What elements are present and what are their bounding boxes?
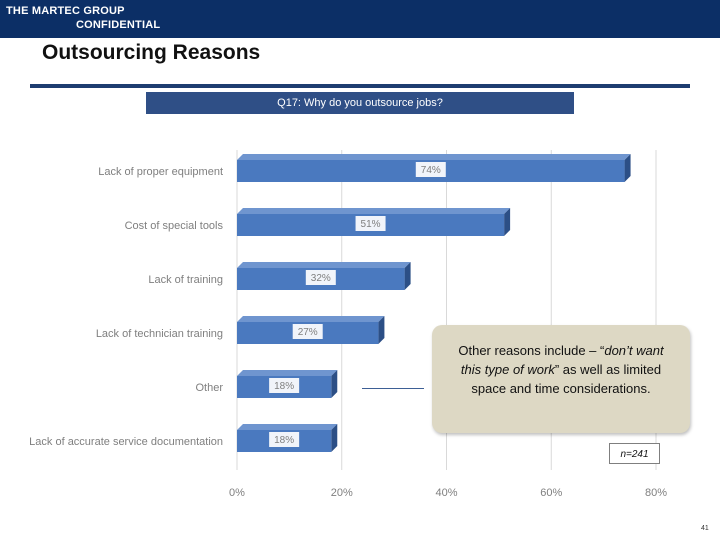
data-label: 32%	[311, 273, 331, 284]
category-label: Lack of proper equipment	[98, 166, 223, 178]
bar-top-face	[237, 262, 411, 268]
category-label: Lack of training	[148, 274, 223, 286]
x-tick-label: 40%	[435, 487, 457, 499]
data-label: 74%	[421, 165, 441, 176]
x-tick-label: 60%	[540, 487, 562, 499]
bar-side-face	[624, 154, 631, 182]
sample-size-box: n=241	[609, 443, 660, 464]
data-label: 51%	[361, 219, 381, 230]
bar-top-face	[237, 316, 385, 322]
bar-side-face	[331, 370, 338, 398]
company-name: THE MARTEC GROUP	[6, 5, 125, 17]
data-label-box	[269, 378, 300, 393]
bar-top-face	[237, 424, 338, 430]
bar-side-face	[331, 424, 338, 452]
bar-side-face	[378, 316, 385, 344]
category-label: Lack of accurate service documentation	[29, 436, 223, 448]
callout-text-end: ” as well as limited space and time cons…	[471, 362, 662, 396]
callout-box: Other reasons include – “don’t want this…	[432, 325, 690, 433]
category-label: Lack of technician training	[96, 328, 223, 340]
x-tick-label: 80%	[645, 487, 667, 499]
bar-top-face	[237, 208, 511, 214]
data-label-box	[292, 324, 323, 339]
category-label: Cost of special tools	[125, 220, 224, 232]
callout-text-start: Other reasons include – “	[458, 343, 605, 358]
data-label-box	[355, 216, 386, 231]
data-label: 27%	[298, 327, 318, 338]
category-label: Other	[195, 382, 223, 394]
bar-side-face	[504, 208, 511, 236]
bar-side-face	[404, 262, 411, 290]
bar-top-face	[237, 370, 338, 376]
title-divider	[30, 84, 690, 88]
data-label-box	[305, 270, 336, 285]
data-label-box	[415, 162, 446, 177]
confidential-label: CONFIDENTIAL	[76, 19, 161, 31]
data-label: 18%	[274, 435, 294, 446]
page-title: Outsourcing Reasons	[42, 41, 261, 64]
data-label: 18%	[274, 381, 294, 392]
callout-quote: don’t want this type of work	[460, 343, 664, 377]
x-tick-label: 20%	[331, 487, 353, 499]
data-label-box	[269, 432, 300, 447]
question-banner: Q17: Why do you outsource jobs?	[146, 92, 574, 114]
page-number: 41	[701, 525, 709, 532]
x-tick-label: 0%	[229, 487, 245, 499]
header-bar: THE MARTEC GROUP CONFIDENTIAL	[0, 0, 720, 38]
callout-connector	[362, 388, 424, 389]
bar-top-face	[237, 154, 631, 160]
